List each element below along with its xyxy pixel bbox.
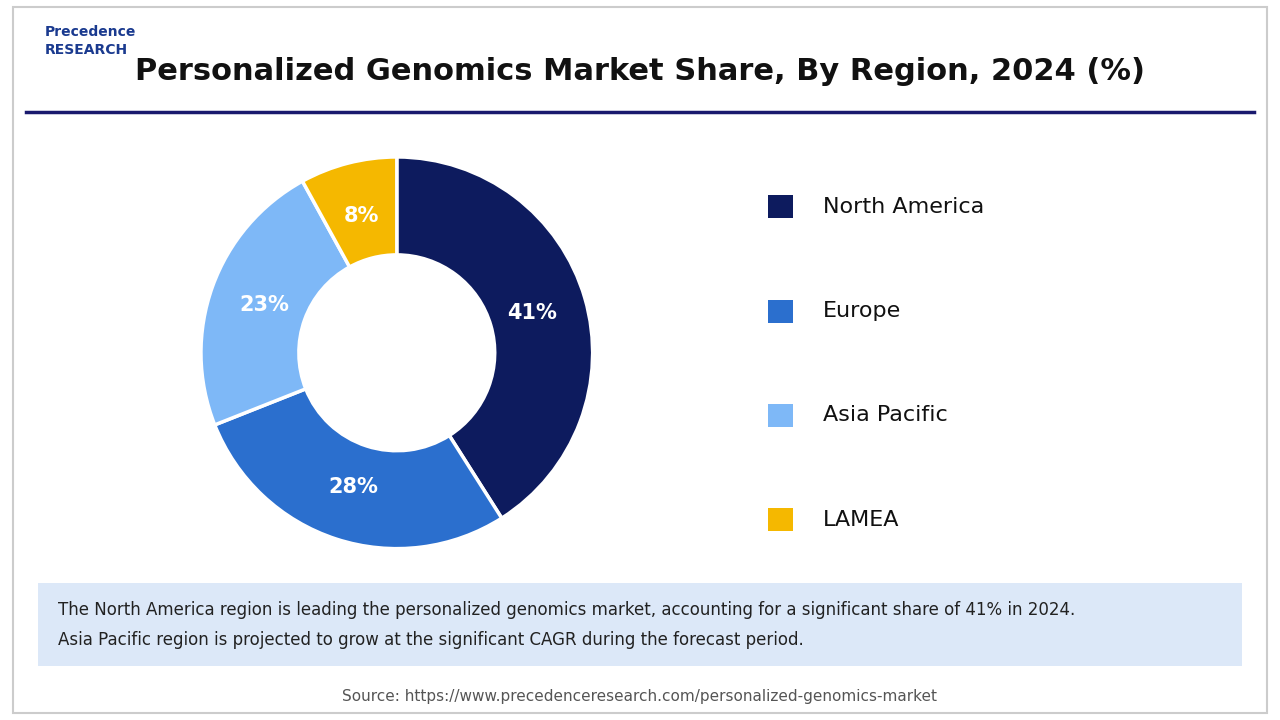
Text: Source: https://www.precedenceresearch.com/personalized-genomics-market: Source: https://www.precedenceresearch.c…	[343, 689, 937, 704]
Text: Europe: Europe	[823, 301, 901, 321]
Bar	[768, 508, 794, 531]
Wedge shape	[302, 157, 397, 267]
Bar	[768, 195, 794, 218]
Text: LAMEA: LAMEA	[823, 510, 900, 530]
Text: 8%: 8%	[344, 206, 379, 226]
Bar	[768, 404, 794, 427]
Text: North America: North America	[823, 197, 984, 217]
Bar	[768, 300, 794, 323]
Text: 23%: 23%	[239, 295, 289, 315]
Text: 41%: 41%	[507, 303, 557, 323]
Text: The North America region is leading the personalized genomics market, accounting: The North America region is leading the …	[58, 601, 1075, 649]
Text: Asia Pacific: Asia Pacific	[823, 405, 948, 426]
Text: 28%: 28%	[328, 477, 378, 497]
Wedge shape	[215, 389, 502, 549]
Wedge shape	[201, 181, 349, 425]
Wedge shape	[397, 157, 593, 518]
Text: Precedence
RESEARCH: Precedence RESEARCH	[45, 25, 136, 56]
Text: Personalized Genomics Market Share, By Region, 2024 (%): Personalized Genomics Market Share, By R…	[134, 58, 1146, 86]
